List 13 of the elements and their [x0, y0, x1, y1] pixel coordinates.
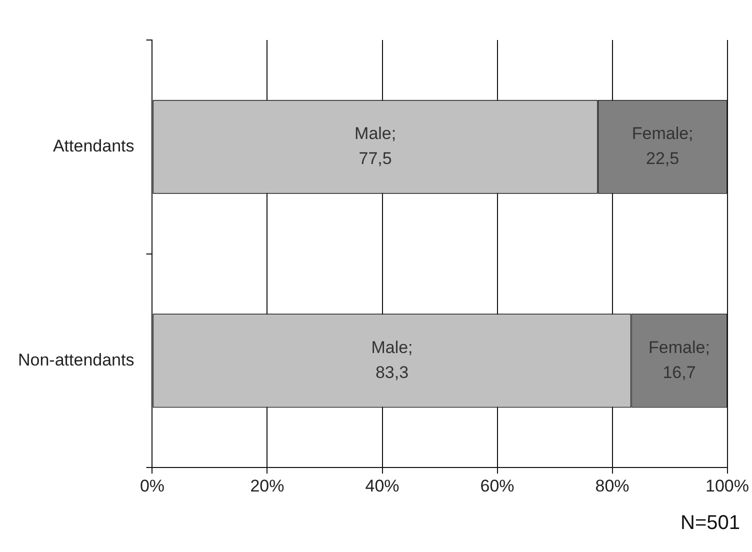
- x-tick-label: 80%: [595, 476, 630, 496]
- x-tick-label: 100%: [706, 476, 749, 496]
- data-label: Male; 83,3: [371, 338, 413, 382]
- x-tick-label: 60%: [480, 476, 514, 496]
- x-tick-label: 0%: [140, 476, 165, 496]
- text: N=501: [680, 512, 740, 535]
- y-tick-label: Attendants: [52, 136, 134, 156]
- data-label: Female; 22,5: [632, 124, 694, 168]
- data-label: Female; 16,7: [648, 338, 710, 382]
- data-label: Male; 77,5: [354, 124, 396, 168]
- x-tick-label: 20%: [250, 476, 284, 496]
- y-tick-label: Non-attendants: [18, 350, 134, 370]
- x-tick-label: 40%: [365, 476, 400, 496]
